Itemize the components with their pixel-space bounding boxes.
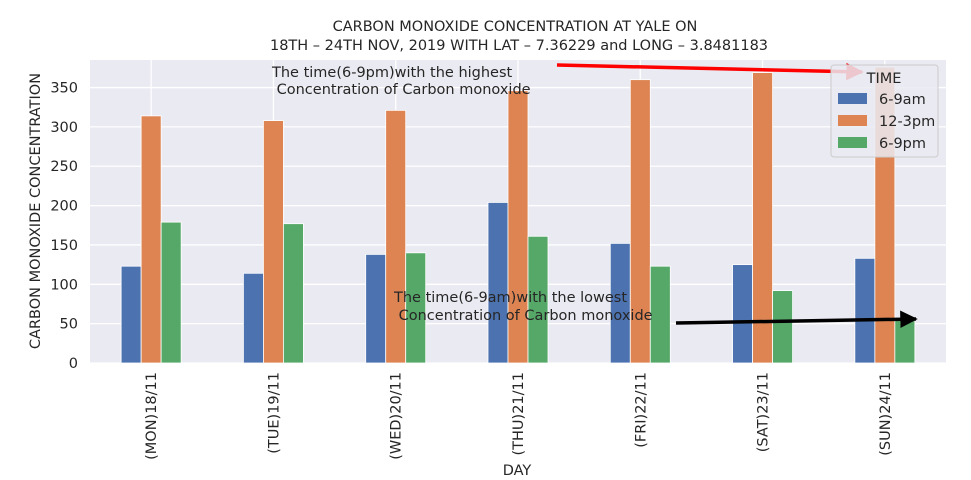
legend-items: 6-9am 12-3pm 6-9pm: [838, 92, 935, 152]
x-tick-(TUE)19/11: (TUE)19/11: [266, 372, 282, 454]
legend-label-12-3pm: 12-3pm: [879, 114, 935, 130]
bar-12-3pm-(FRI)22/11: [629, 79, 651, 364]
y-tick-labels: 0 50 100 150 200 250 300 350: [50, 81, 78, 372]
x-tick-(THU)21/11: (THU)21/11: [511, 372, 527, 455]
legend-label-6-9am: 6-9am: [879, 92, 926, 108]
bar-6-9am-(SUN)24/11: [854, 257, 876, 364]
y-axis-label: CARBON MONOXIDE CONCENTRATION: [28, 73, 44, 349]
annotation-high-line2: Concentration of Carbon monoxide: [272, 82, 531, 98]
bar-12-3pm-(WED)20/11: [385, 109, 407, 364]
bar-6-9pm-(SUN)24/11: [894, 317, 916, 364]
legend-swatch-6-9am: [838, 93, 867, 104]
bar-12-3pm-(THU)21/11: [507, 90, 529, 364]
legend-title: TIME: [866, 71, 902, 87]
bar-6-9pm-(SAT)23/11: [772, 290, 793, 364]
bar-6-9am-(TUE)19/11: [243, 272, 264, 364]
bar-6-9pm-(WED)20/11: [405, 252, 427, 364]
annotation-low-arrow: [675, 310, 918, 329]
y-tick-50: 50: [60, 317, 78, 333]
bar-6-9am-(MON)18/11: [120, 265, 142, 364]
x-tick-labels: (MON)18/11 (TUE)19/11 (WED)20/11 (THU)21/11…: [144, 372, 894, 460]
bar-12-3pm-(MON)18/11: [140, 115, 162, 364]
y-tick-100: 100: [50, 277, 78, 293]
annotation-low-line2: Concentration of Carbon monoxide: [394, 308, 653, 324]
legend-swatch-6-9pm: [838, 137, 867, 148]
legend-label-6-9pm: 6-9pm: [879, 136, 926, 152]
legend-box: [830, 64, 939, 158]
legend: TIME 6-9am 12-3pm 6-9pm: [830, 64, 939, 158]
bar-12-3pm-(TUE)19/11: [263, 120, 284, 364]
bars-group: [120, 66, 916, 364]
annotation-high-arrow: [556, 62, 864, 81]
y-tick-250: 250: [50, 159, 78, 175]
annotation-low-line1: The time(6-9am)with the lowest: [393, 290, 627, 306]
x-tick-(SUN)24/11: (SUN)24/11: [878, 372, 894, 456]
bar-12-3pm-(SAT)23/11: [752, 72, 773, 364]
y-tick-0: 0: [69, 356, 78, 372]
y-tick-300: 300: [50, 120, 78, 136]
bar-6-9pm-(MON)18/11: [160, 221, 182, 364]
bar-6-9am-(SAT)23/11: [732, 264, 753, 364]
bar-6-9pm-(THU)21/11: [527, 235, 549, 364]
bar-6-9am-(THU)21/11: [487, 202, 509, 364]
y-tick-150: 150: [50, 238, 78, 254]
y-tick-350: 350: [50, 81, 78, 97]
x-tick-(SAT)23/11: (SAT)23/11: [756, 372, 772, 452]
bar-6-9pm-(FRI)22/11: [649, 265, 671, 364]
x-tick-(WED)20/11: (WED)20/11: [389, 372, 405, 460]
chart-title-line2: 18TH – 24TH NOV, 2019 WITH LAT – 7.36229…: [270, 38, 768, 54]
legend-swatch-12-3pm: [838, 115, 867, 126]
bar-6-9pm-(TUE)19/11: [283, 223, 304, 364]
x-axis-label: DAY: [503, 463, 532, 479]
chart-title-line1: CARBON MONOXIDE CONCENTRATION AT YALE ON: [333, 19, 698, 35]
annotation-high-line1: The time(6-9pm)with the highest: [271, 65, 513, 81]
x-tick-(FRI)22/11: (FRI)22/11: [633, 372, 649, 448]
bar-6-9am-(WED)20/11: [365, 253, 387, 364]
x-tick-(MON)18/11: (MON)18/11: [144, 372, 160, 460]
y-tick-200: 200: [50, 199, 78, 215]
